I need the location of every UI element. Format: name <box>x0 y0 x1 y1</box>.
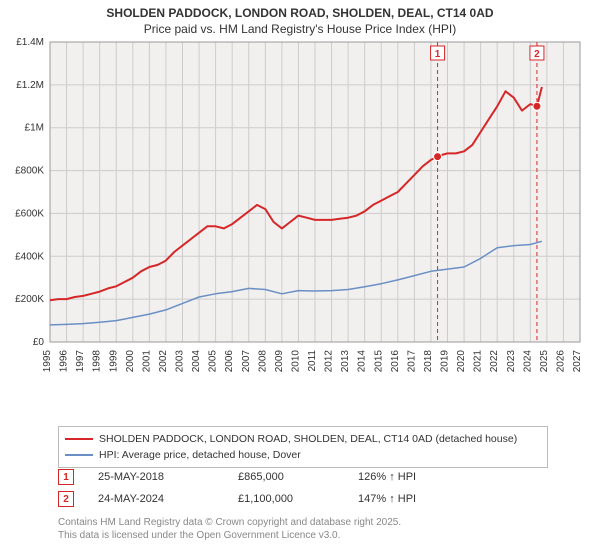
svg-text:£200K: £200K <box>15 294 44 305</box>
svg-text:2009: 2009 <box>274 350 285 373</box>
svg-text:2017: 2017 <box>406 350 417 373</box>
sales-row-0: 1 25-MAY-2018 £865,000 126% ↑ HPI <box>58 466 548 488</box>
svg-text:2023: 2023 <box>506 350 517 373</box>
attribution-line1: Contains HM Land Registry data © Crown c… <box>58 516 401 529</box>
sale-hpi-0: 126% ↑ HPI <box>358 471 478 483</box>
svg-text:2006: 2006 <box>224 350 235 373</box>
legend-swatch-1 <box>65 454 93 456</box>
svg-text:2025: 2025 <box>539 350 550 373</box>
svg-text:2002: 2002 <box>158 350 169 373</box>
svg-text:2020: 2020 <box>456 350 467 373</box>
svg-text:1997: 1997 <box>75 350 86 373</box>
svg-text:2007: 2007 <box>241 350 252 373</box>
sale-marker-1: 2 <box>58 491 74 507</box>
svg-text:1: 1 <box>435 49 441 60</box>
svg-text:1998: 1998 <box>92 350 103 373</box>
sales-row-1: 2 24-MAY-2024 £1,100,000 147% ↑ HPI <box>58 488 548 510</box>
svg-text:2004: 2004 <box>191 350 202 373</box>
svg-text:£600K: £600K <box>15 208 44 219</box>
legend-row-1: HPI: Average price, detached house, Dove… <box>65 447 541 463</box>
sale-hpi-1: 147% ↑ HPI <box>358 493 478 505</box>
svg-text:£1.4M: £1.4M <box>16 37 44 48</box>
sale-marker-0: 1 <box>58 469 74 485</box>
chart-area: £0£200K£400K£600K£800K£1M£1.2M£1.4M19951… <box>50 42 580 382</box>
svg-text:2008: 2008 <box>257 350 268 373</box>
svg-text:2015: 2015 <box>373 350 384 373</box>
svg-text:£800K: £800K <box>15 166 44 177</box>
svg-text:2: 2 <box>534 49 540 60</box>
legend-label-1: HPI: Average price, detached house, Dove… <box>99 449 301 461</box>
svg-text:£1M: £1M <box>25 123 44 134</box>
svg-text:2010: 2010 <box>290 350 301 373</box>
legend-swatch-0 <box>65 438 93 440</box>
svg-text:2019: 2019 <box>440 350 451 373</box>
svg-text:2005: 2005 <box>208 350 219 373</box>
svg-text:1996: 1996 <box>59 350 70 373</box>
svg-text:2024: 2024 <box>522 350 533 373</box>
svg-text:2022: 2022 <box>489 350 500 373</box>
svg-text:2014: 2014 <box>357 350 368 373</box>
svg-text:£0: £0 <box>33 337 45 348</box>
svg-text:£1.2M: £1.2M <box>16 80 44 91</box>
svg-text:2026: 2026 <box>555 350 566 373</box>
svg-text:2027: 2027 <box>572 350 583 373</box>
sale-price-0: £865,000 <box>238 471 358 483</box>
chart-title-main: SHOLDEN PADDOCK, LONDON ROAD, SHOLDEN, D… <box>0 6 600 20</box>
chart-svg: £0£200K£400K£600K£800K£1M£1.2M£1.4M19951… <box>50 42 580 382</box>
svg-text:£400K: £400K <box>15 251 44 262</box>
svg-text:1995: 1995 <box>42 350 53 373</box>
svg-text:2000: 2000 <box>125 350 136 373</box>
svg-text:1999: 1999 <box>108 350 119 373</box>
svg-text:2016: 2016 <box>390 350 401 373</box>
svg-text:2001: 2001 <box>141 350 152 373</box>
svg-text:2003: 2003 <box>175 350 186 373</box>
attribution-line2: This data is licensed under the Open Gov… <box>58 529 401 542</box>
sales-table: 1 25-MAY-2018 £865,000 126% ↑ HPI 2 24-M… <box>58 466 548 510</box>
sale-price-1: £1,100,000 <box>238 493 358 505</box>
svg-text:2013: 2013 <box>340 350 351 373</box>
sale-date-0: 25-MAY-2018 <box>98 471 238 483</box>
legend-box: SHOLDEN PADDOCK, LONDON ROAD, SHOLDEN, D… <box>58 426 548 468</box>
chart-title-block: SHOLDEN PADDOCK, LONDON ROAD, SHOLDEN, D… <box>0 0 600 36</box>
svg-text:2018: 2018 <box>423 350 434 373</box>
sale-date-1: 24-MAY-2024 <box>98 493 238 505</box>
legend-row-0: SHOLDEN PADDOCK, LONDON ROAD, SHOLDEN, D… <box>65 431 541 447</box>
svg-text:2011: 2011 <box>307 350 318 372</box>
attribution-block: Contains HM Land Registry data © Crown c… <box>58 516 401 542</box>
svg-text:2021: 2021 <box>473 350 484 373</box>
legend-label-0: SHOLDEN PADDOCK, LONDON ROAD, SHOLDEN, D… <box>99 433 517 445</box>
chart-title-sub: Price paid vs. HM Land Registry's House … <box>0 22 600 36</box>
svg-text:2012: 2012 <box>324 350 335 373</box>
